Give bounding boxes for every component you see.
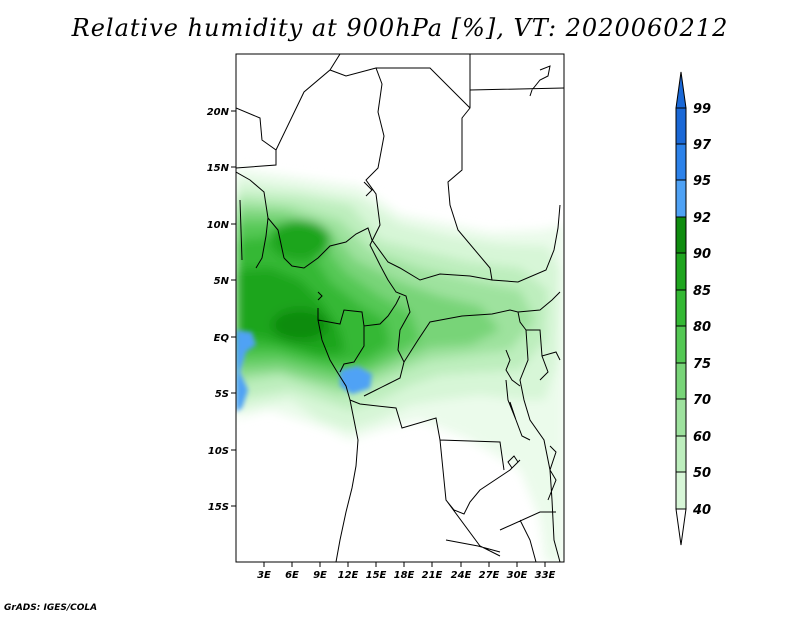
rh-92-region-north — [270, 220, 330, 260]
colorbar-label-92: 92 — [693, 211, 711, 226]
map-title: Relative humidity at 900hPa [%], VT: 202… — [71, 14, 729, 42]
lat-label-eq: EQ — [214, 333, 230, 344]
colorbar-label-50: 50 — [693, 466, 711, 481]
colorbar-label-80: 80 — [693, 320, 711, 335]
lon-label-12e: 12E — [338, 570, 359, 581]
colorbar-segment-75 — [675, 362, 687, 400]
lat-label-10n: 10N — [207, 220, 230, 231]
colorbar-bottom-arrow — [675, 508, 687, 546]
colorbar-segment-90 — [675, 252, 687, 291]
colorbar-segment-95 — [675, 179, 687, 218]
colorbar-segment-99 — [675, 107, 687, 145]
lat-label-15n: 15N — [207, 163, 230, 174]
lon-label-18e: 18E — [394, 570, 415, 581]
colorbar-label-99: 99 — [693, 102, 711, 117]
lon-label-33e: 33E — [535, 570, 556, 581]
colorbar-label-60: 60 — [693, 430, 711, 445]
rh-95-patch-coast — [236, 330, 256, 412]
lon-label-30e: 30E — [507, 570, 528, 581]
colorbar-label-40: 40 — [692, 503, 711, 518]
lat-label-20n: 20N — [207, 107, 230, 118]
colorbar-label-70: 70 — [693, 393, 711, 408]
colorbar-segment-70 — [675, 398, 687, 437]
lat-label-5n: 5N — [214, 276, 230, 287]
colorbar: 99 97 95 92 90 85 80 75 70 60 50 40 — [675, 71, 712, 546]
lon-label-24e: 24E — [451, 570, 472, 581]
lat-label-5s: 5S — [215, 389, 229, 400]
lon-label-27e: 27E — [479, 570, 500, 581]
colorbar-top-arrow — [675, 71, 687, 109]
credit-text: GrADS: IGES/COLA — [4, 603, 98, 613]
colorbar-segment-97 — [675, 143, 687, 181]
colorbar-segment-80 — [675, 325, 687, 364]
lon-label-21e: 21E — [422, 570, 443, 581]
rh-92-region — [272, 309, 328, 341]
lon-label-9e: 9E — [313, 570, 327, 581]
country-borders — [236, 54, 564, 562]
latitude-axis — [231, 110, 236, 507]
border-lines — [236, 54, 564, 562]
colorbar-segment-60 — [675, 435, 687, 473]
lon-label-15e: 15E — [366, 570, 387, 581]
colorbar-segment-92 — [675, 216, 687, 254]
colorbar-label-85: 85 — [693, 284, 711, 299]
colorbar-segment-85 — [675, 289, 687, 327]
colorbar-label-97: 97 — [693, 138, 712, 153]
humidity-shading — [236, 168, 564, 562]
lon-label-6e: 6E — [285, 570, 299, 581]
map-frame — [235, 53, 565, 563]
longitude-axis — [263, 562, 546, 567]
lon-label-3e: 3E — [257, 570, 271, 581]
colorbar-segment-50 — [675, 471, 687, 510]
colorbar-label-90: 90 — [693, 247, 711, 262]
colorbar-label-75: 75 — [693, 357, 711, 372]
lat-label-15s: 15S — [208, 502, 229, 513]
colorbar-label-95: 95 — [693, 174, 711, 189]
lat-label-10s: 10S — [208, 446, 229, 457]
rh-95-patch-congo — [340, 366, 372, 394]
